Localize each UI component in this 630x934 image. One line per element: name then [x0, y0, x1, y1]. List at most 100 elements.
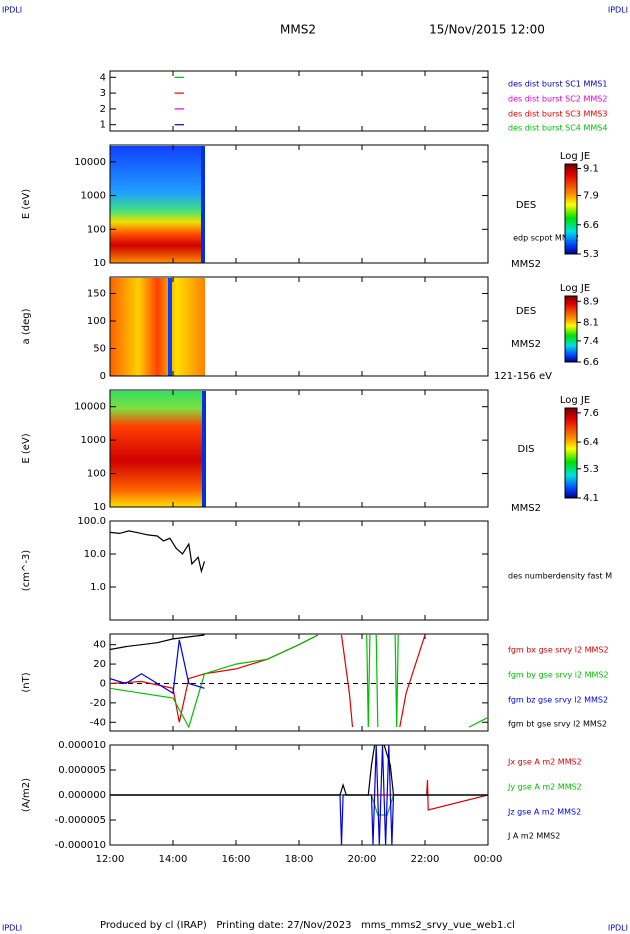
y-tick-label: 100 — [87, 316, 106, 327]
x-tick-label: 16:00 — [222, 854, 251, 865]
y-tick-label: 0.000000 — [58, 790, 106, 801]
x-tick-label: 20:00 — [348, 854, 377, 865]
colorbar-title: Log JE — [560, 395, 590, 406]
legend-entry: fgm bz gse srvy l2 MMS2 — [508, 696, 608, 705]
colorbar-tick-label: 6.6 — [583, 357, 599, 368]
y-tick-label: 0.000010 — [58, 740, 106, 751]
legend-entry: des dist burst SC4 MMS4 — [508, 124, 607, 133]
y-tick-label: 100.0 — [77, 516, 106, 527]
series-line — [110, 634, 488, 729]
legend-entry: fgm bt gse srvy l2 MMS2 — [508, 720, 607, 729]
y-tick-label: 40 — [93, 640, 106, 651]
y-tick-label: 10000 — [74, 402, 106, 413]
mission-label: MMS2 — [280, 23, 316, 37]
legend-entry: des numberdensity fast M — [508, 572, 612, 581]
colorbar-title: Log JE — [560, 283, 590, 294]
colorbar-tick-label: 9.1 — [583, 164, 599, 175]
y-tick-label: -40 — [90, 717, 106, 728]
annotation: MMS2 — [511, 339, 541, 350]
colorbar — [564, 163, 578, 255]
annotation: edp scpot MMS2 — [513, 234, 579, 243]
y-tick-label: 100 — [87, 224, 106, 235]
x-tick-label: 14:00 — [159, 854, 188, 865]
y-tick-label: 1 — [100, 120, 106, 131]
corner-label: IPDLI — [608, 924, 628, 933]
spectrogram-image — [201, 146, 205, 263]
series-line — [110, 794, 488, 816]
y-tick-label: 1000 — [81, 191, 106, 202]
annotation: MMS2 — [511, 259, 541, 270]
y-tick-label: -20 — [90, 698, 106, 709]
corner-label: IPDLI — [608, 6, 628, 15]
y-tick-label: 100 — [87, 469, 106, 480]
panel-frame — [109, 520, 489, 621]
legend-entry: Jy gse A m2 MMS2 — [507, 783, 582, 792]
spectrogram-image — [110, 146, 203, 263]
y-tick-label: 3 — [100, 88, 106, 99]
spectrogram-image — [168, 278, 172, 376]
y-tick-label: 10 — [93, 258, 106, 269]
y-tick-label: 150 — [87, 289, 106, 300]
y-tick-label: -0.000010 — [55, 840, 106, 851]
spectrogram-image — [202, 391, 206, 507]
y-tick-label: 0 — [100, 371, 106, 382]
colorbar-tick-label: 7.9 — [583, 191, 599, 202]
y-tick-label: 50 — [93, 344, 106, 355]
series-line — [110, 639, 205, 695]
y-axis-label: E (eV) — [21, 433, 32, 463]
colorbar-tick-label: 8.1 — [583, 317, 599, 328]
y-tick-label: 0.000005 — [58, 765, 106, 776]
y-tick-label: 4 — [100, 72, 106, 83]
y-axis-label: (cm^-3) — [21, 550, 32, 591]
series-line — [110, 530, 206, 574]
colorbar-tick-label: 8.9 — [583, 296, 599, 307]
x-tick-label: 12:00 — [96, 854, 125, 865]
annotation: DES — [516, 306, 536, 317]
legend-entry: fgm bx gse srvy l2 MMS2 — [508, 646, 609, 655]
corner-label: IPDLI — [2, 924, 22, 933]
legend-entry: des dist burst SC3 MMS3 — [508, 110, 607, 119]
y-axis-label: (A/m2) — [21, 778, 32, 812]
x-tick-label: 18:00 — [285, 854, 314, 865]
x-tick-label: 00:00 — [474, 854, 503, 865]
panel-frame — [109, 70, 489, 132]
colorbar-tick-label: 5.3 — [583, 249, 599, 260]
colorbar-tick-label: 6.6 — [583, 220, 599, 231]
spectrogram-image — [110, 278, 205, 376]
series-line — [110, 634, 205, 651]
annotation: DIS — [518, 444, 535, 455]
legend-entry: fgm by gse srvy l2 MMS2 — [508, 671, 609, 680]
y-tick-label: 1000 — [81, 435, 106, 446]
y-axis-label: E (eV) — [21, 189, 32, 219]
y-tick-label: 0 — [100, 678, 106, 689]
legend-entry: des dist burst SC2 MMS2 — [508, 95, 607, 104]
legend-entry: Jz gse A m2 MMS2 — [507, 808, 581, 817]
colorbar — [564, 407, 578, 499]
colorbar — [564, 295, 578, 363]
legend-entry: J A m2 MMS2 — [507, 832, 560, 841]
annotation: DES — [516, 200, 536, 211]
y-axis-label: (nT) — [21, 672, 32, 692]
y-tick-label: -0.000005 — [55, 815, 106, 826]
y-tick-label: 10.0 — [84, 549, 106, 560]
colorbar-tick-label: 6.4 — [583, 437, 599, 448]
x-tick-label: 22:00 — [411, 854, 440, 865]
colorbar-tick-label: 7.6 — [583, 408, 599, 419]
colorbar-tick-label: 5.3 — [583, 464, 599, 475]
legend-entry: des dist burst SC1 MMS1 — [508, 80, 607, 89]
legend-entry: Jx gse A m2 MMS2 — [507, 758, 582, 767]
y-tick-label: 20 — [93, 659, 106, 670]
y-tick-label: 1.0 — [90, 582, 106, 593]
series-line — [110, 745, 488, 796]
y-tick-label: 10 — [93, 502, 106, 513]
series-line — [110, 745, 488, 845]
colorbar-title: Log JE — [560, 151, 590, 162]
y-tick-label: 10000 — [74, 157, 106, 168]
corner-label: IPDLI — [2, 6, 22, 15]
colorbar-tick-label: 4.1 — [583, 493, 599, 504]
annotation: MMS2 — [511, 503, 541, 514]
colorbar-tick-label: 7.4 — [583, 336, 599, 347]
annotation: 121-156 eV — [494, 371, 552, 382]
y-axis-label: a (deg) — [21, 308, 32, 344]
